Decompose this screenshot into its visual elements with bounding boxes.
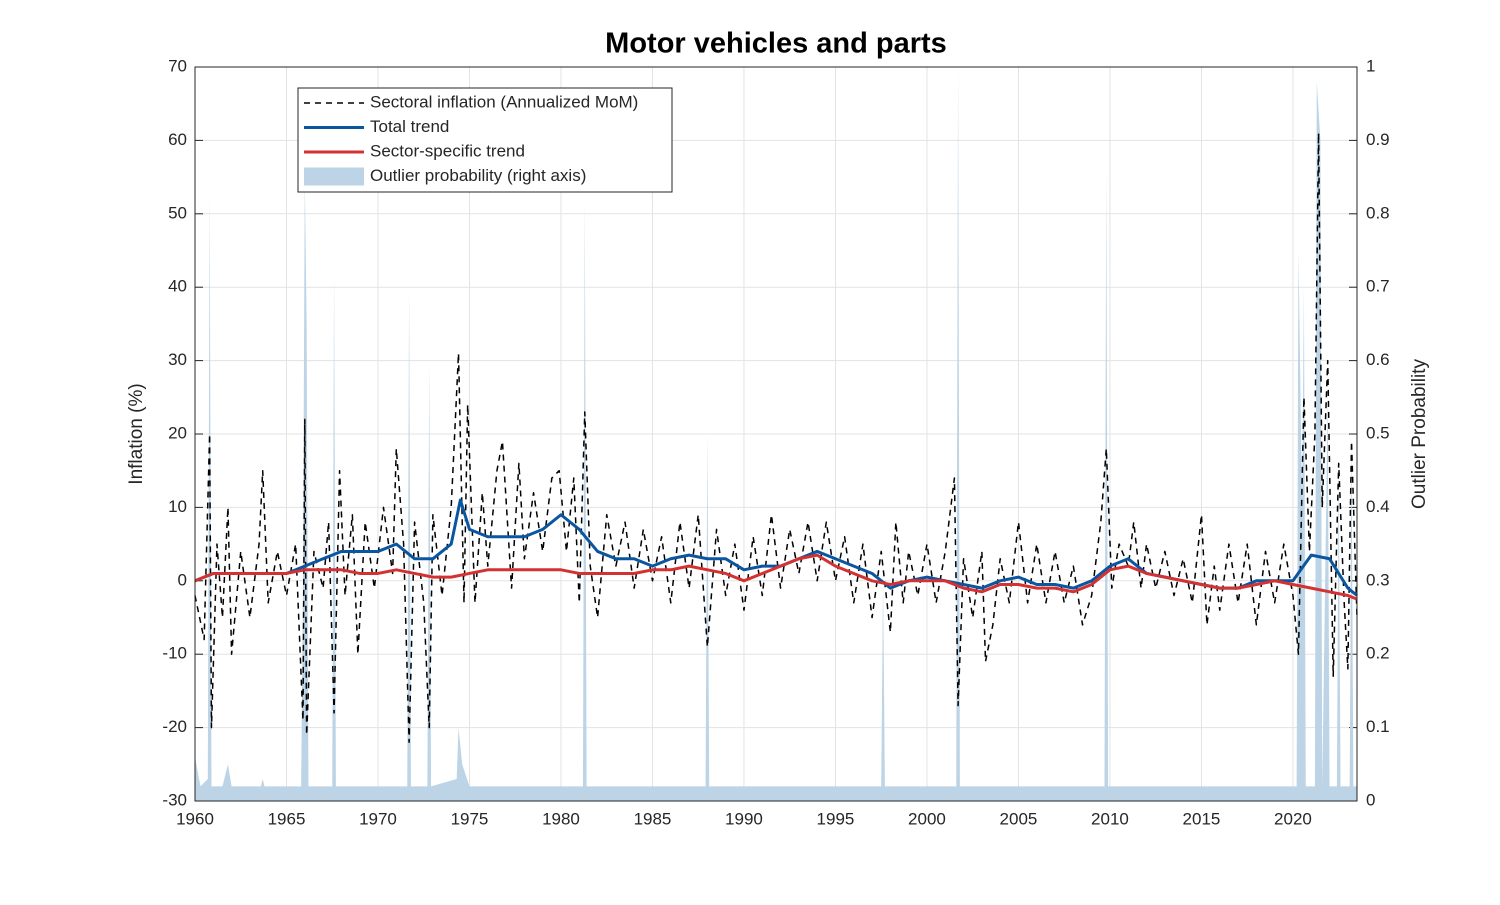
- x-tick-label: 2005: [1000, 809, 1038, 828]
- y-tick-label: -20: [162, 717, 187, 736]
- y2-tick-label: 0.9: [1366, 130, 1390, 149]
- legend-label: Total trend: [370, 117, 449, 136]
- x-tick-label: 1960: [176, 809, 214, 828]
- y2-tick-label: 0: [1366, 790, 1375, 809]
- x-tick-label: 2000: [908, 809, 946, 828]
- series-line: [194, 132, 1358, 744]
- x-tick-label: 2015: [1183, 809, 1221, 828]
- x-tick-label: 1985: [634, 809, 672, 828]
- legend-label: Sectoral inflation (Annualized MoM): [370, 92, 638, 111]
- y2-tick-label: 0.5: [1366, 423, 1390, 442]
- y-tick-label: -30: [162, 790, 187, 809]
- y-tick-label: 10: [168, 497, 187, 516]
- legend-label: Outlier probability (right axis): [370, 166, 586, 185]
- series-line: [194, 553, 1358, 601]
- x-tick-label: 1970: [359, 809, 397, 828]
- y-tick-label: -10: [162, 644, 187, 663]
- y2-tick-label: 0.4: [1366, 497, 1390, 516]
- y-tick-label: 60: [168, 130, 187, 149]
- y2-tick-label: 0.1: [1366, 717, 1390, 736]
- legend-swatch: [304, 167, 364, 186]
- y2-tick-label: 0.7: [1366, 277, 1390, 296]
- x-tick-label: 1975: [451, 809, 489, 828]
- y-axis-label: Inflation (%): [126, 383, 147, 484]
- y2-tick-label: 0.8: [1366, 203, 1390, 222]
- x-tick-label: 1995: [817, 809, 855, 828]
- y-tick-label: 40: [168, 277, 187, 296]
- y2-tick-label: 0.6: [1366, 350, 1390, 369]
- y-tick-label: 0: [178, 570, 187, 589]
- y2-tick-label: 0.2: [1366, 644, 1390, 663]
- x-tick-label: 2010: [1091, 809, 1129, 828]
- y-tick-label: 20: [168, 423, 187, 442]
- x-tick-label: 2020: [1274, 809, 1312, 828]
- chart-title: Motor vehicles and parts: [605, 28, 947, 60]
- y-tick-label: 30: [168, 350, 187, 369]
- x-tick-label: 1980: [542, 809, 580, 828]
- legend-label: Sector-specific trend: [370, 141, 525, 160]
- y2-tick-label: 1: [1366, 56, 1375, 75]
- x-tick-label: 1965: [268, 809, 306, 828]
- y2-axis-label: Outlier Probability: [1409, 359, 1430, 509]
- y-tick-label: 70: [168, 56, 187, 75]
- plot-frame: [194, 66, 1358, 802]
- y-tick-label: 50: [168, 203, 187, 222]
- y2-tick-label: 0.3: [1366, 570, 1390, 589]
- x-tick-label: 1990: [725, 809, 763, 828]
